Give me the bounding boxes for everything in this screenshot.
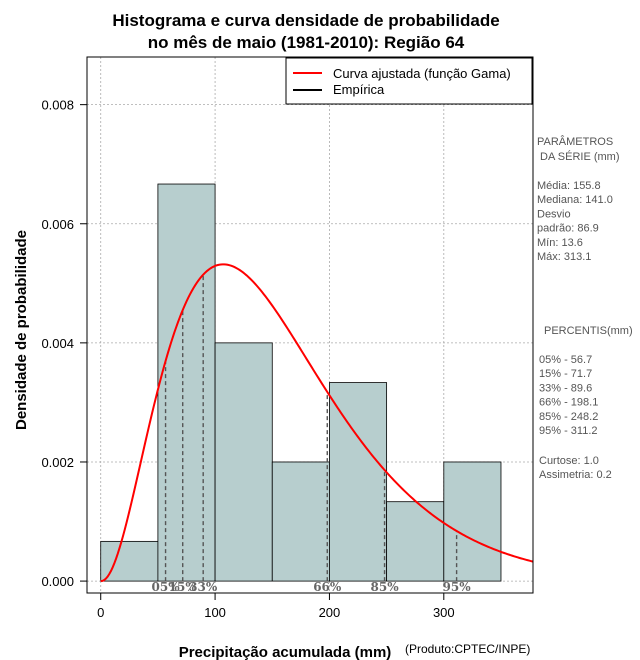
product-credit: (Produto:CPTEC/INPE): [405, 642, 530, 656]
chart-title-line-1: Histograma e curva densidade de probabil…: [112, 11, 499, 30]
chart-title-line-2: no mês de maio (1981-2010): Região 64: [148, 33, 465, 52]
legend-box: [285, 57, 533, 105]
legend-label-fit: Curva ajustada (função Gama): [333, 66, 511, 81]
percentile-markers: 05%15%33% 66% 85% 95%: [152, 274, 472, 594]
percentile-label-4: 85%: [371, 580, 400, 594]
parameter-line-0: Média: 155.8: [537, 180, 601, 192]
histogram-bar-3: [271, 461, 330, 582]
x-axis-label: Precipitação acumulada (mm): [179, 644, 392, 660]
series-parameters-panel: PARÂMETROS DA SÉRIE (mm) Média: 155.8 Med…: [537, 135, 633, 481]
histogram-bar-5: [386, 501, 445, 582]
gamma-fit-curve: [100, 263, 534, 583]
percentil-line-1: 15% - 71.7: [539, 368, 592, 380]
gamma-curve-layer: [100, 263, 534, 583]
x-tick-label-2: 200: [319, 605, 341, 620]
histogram-bar-2: [214, 342, 273, 582]
histogram-bar-1: [157, 183, 216, 582]
y-tick-label-2: 0.004: [41, 336, 74, 351]
percentil-line-3: 66% - 198.1: [539, 397, 598, 409]
x-tick-label-1: 100: [204, 605, 226, 620]
y-tick-label-0: 0.000: [41, 574, 74, 589]
x-tick-label-0: 0: [97, 605, 104, 620]
percentile-label-3: 66%: [313, 580, 342, 594]
histogram-bars: [100, 183, 502, 582]
y-axis: 0.000 0.002 0.004 0.006 0.008: [41, 98, 87, 589]
percentil-line-5: 95% - 311.2: [539, 425, 598, 437]
parameter-line-2: Desvio: [537, 208, 571, 220]
plot-frame: [86, 56, 534, 594]
x-axis: 0 100 200 300: [97, 593, 455, 620]
shape-stats-list: Curtose: 1.0 Assimetria: 0.2: [539, 455, 612, 481]
y-tick-label-4: 0.008: [41, 98, 74, 113]
legend: Curva ajustada (função Gama) Empírica: [285, 57, 533, 105]
histogram-bar-6: [443, 461, 502, 582]
parameter-line-3: padrão: 86.9: [537, 223, 599, 235]
legend-label-empirical: Empírica: [333, 82, 385, 97]
histogram-bar-4: [329, 382, 388, 582]
stat-line-1: Assimetria: 0.2: [539, 469, 612, 481]
parameters-title-2: DA SÉRIE (mm): [537, 150, 620, 163]
percentil-line-4: 85% - 248.2: [539, 411, 598, 423]
parameters-title-1: PARÂMETROS: [537, 135, 613, 148]
parameter-line-5: Máx: 313.1: [537, 251, 591, 263]
percentile-label-0: 05%: [152, 580, 181, 594]
x-tick-label-3: 300: [433, 605, 455, 620]
histogram-bar-0: [100, 540, 159, 582]
percentis-title: PERCENTIS(mm): [544, 325, 633, 337]
percentile-label-1: 15%: [169, 580, 198, 594]
stat-line-0: Curtose: 1.0: [539, 455, 599, 467]
y-axis-label: Densidade de probabilidade: [13, 230, 30, 430]
percentile-label-2: 33%: [189, 580, 218, 594]
y-tick-label-1: 0.002: [41, 455, 74, 470]
percentil-line-2: 33% - 89.6: [539, 382, 592, 394]
parameter-line-4: Mín: 13.6: [537, 237, 583, 249]
percentis-list: 05% - 56.7 15% - 71.7 33% - 89.6 66% - 198.…: [539, 354, 598, 437]
percentile-label-5: 95%: [443, 580, 472, 594]
y-tick-label-3: 0.006: [41, 217, 74, 232]
parameters-list: Média: 155.8 Mediana: 141.0 Desvio padrão: …: [537, 180, 613, 263]
parameter-line-1: Mediana: 141.0: [537, 194, 613, 206]
percentil-line-0: 05% - 56.7: [539, 354, 592, 366]
